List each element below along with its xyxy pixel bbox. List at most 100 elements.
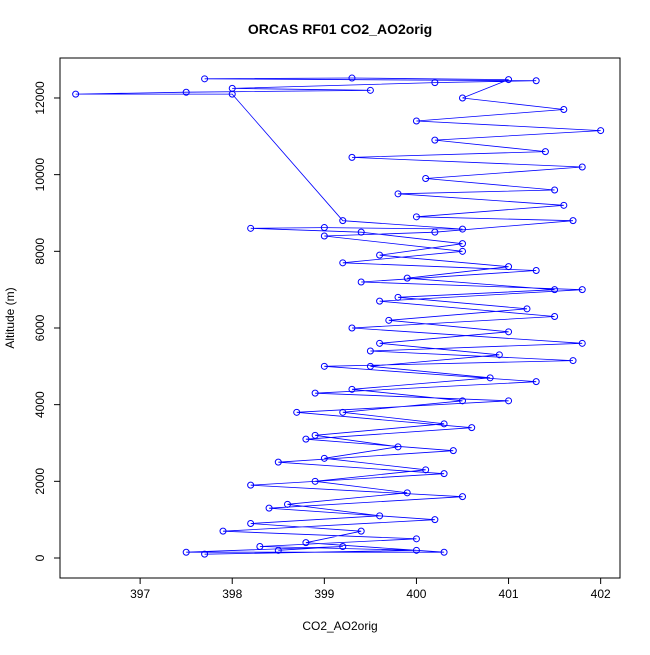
data-point [72, 90, 80, 98]
x-tick-label: 402 [591, 587, 611, 601]
data-point [302, 539, 310, 547]
data-point [532, 378, 540, 386]
y-axis-label: Altitude (m) [3, 287, 17, 348]
data-point [541, 148, 549, 156]
x-tick-label: 401 [499, 587, 519, 601]
data-line [75, 77, 601, 555]
data-point [376, 512, 384, 520]
data-point [505, 397, 513, 405]
data-point [247, 519, 255, 527]
data-point [339, 408, 347, 416]
data-point [551, 286, 559, 294]
data-point [431, 79, 439, 87]
data-point [219, 527, 227, 535]
data-point [459, 247, 466, 255]
data-point [357, 278, 365, 286]
x-tick-label: 400 [406, 587, 426, 601]
data-point [348, 385, 356, 393]
data-point [578, 163, 586, 171]
data-point [394, 293, 402, 301]
y-tick-label: 10000 [33, 158, 47, 192]
data-point [376, 339, 384, 347]
data-point [569, 357, 577, 365]
data-point [551, 186, 559, 194]
data-point [459, 397, 466, 405]
data-point [459, 225, 466, 233]
data-point [459, 94, 466, 102]
x-tick-label: 397 [130, 587, 150, 601]
data-point [449, 447, 457, 455]
data-point [339, 217, 347, 225]
data-point [274, 546, 282, 554]
data-point [431, 228, 439, 236]
data-point [385, 316, 393, 324]
data-point [348, 153, 356, 161]
data-point [366, 86, 374, 94]
x-axis-label: CO2_AO2orig [302, 619, 377, 633]
data-point [366, 347, 374, 355]
data-point [348, 74, 356, 82]
plot-frame [59, 57, 621, 579]
data-point [532, 77, 540, 85]
data-point [320, 232, 328, 240]
y-tick-label: 6000 [33, 314, 47, 341]
data-point [403, 274, 411, 282]
data-point [182, 548, 190, 556]
data-point [339, 259, 347, 267]
data-point [394, 190, 402, 198]
data-point [505, 328, 513, 336]
data-point [320, 454, 328, 462]
data-point [182, 88, 190, 96]
data-point [228, 84, 236, 92]
x-tick-label: 399 [314, 587, 334, 601]
data-point [256, 542, 264, 550]
data-point [440, 548, 448, 556]
data-point [532, 266, 540, 274]
data-point [348, 324, 356, 332]
data-point [311, 431, 319, 439]
data-point [440, 470, 448, 478]
data-point [394, 443, 402, 451]
data-point [302, 435, 310, 443]
data-point [412, 117, 420, 125]
data-point [320, 224, 328, 232]
data-point [569, 217, 577, 225]
y-tick-label: 12000 [33, 81, 47, 115]
data-point [505, 263, 513, 271]
y-tick-label: 8000 [33, 238, 47, 265]
data-point [376, 251, 384, 259]
data-point [459, 240, 466, 248]
data-point [201, 550, 209, 558]
data-point [431, 136, 439, 144]
data-point [357, 527, 365, 535]
data-point [523, 305, 531, 313]
x-tick-label: 398 [222, 587, 242, 601]
data-point [247, 481, 255, 489]
data-point [403, 489, 411, 497]
data-point [412, 535, 420, 543]
y-tick-label: 4000 [33, 391, 47, 418]
data-point [274, 458, 282, 466]
chart-title: ORCAS RF01 CO2_AO2orig [248, 21, 432, 37]
data-point [468, 424, 476, 432]
data-point [412, 546, 420, 554]
y-tick-label: 0 [33, 554, 47, 561]
data-point [495, 351, 503, 359]
y-tick-label: 2000 [33, 468, 47, 495]
data-point [560, 105, 568, 113]
data-point [293, 408, 301, 416]
data-point [560, 201, 568, 209]
data-point [339, 542, 347, 550]
data-point [459, 493, 466, 501]
data-point [265, 504, 273, 512]
data-point [412, 213, 420, 221]
data-point [247, 224, 255, 232]
data-point [357, 228, 365, 236]
data-point [366, 362, 374, 370]
data-point [422, 174, 430, 182]
data-point [578, 286, 586, 294]
data-point [505, 76, 513, 84]
data-point [311, 477, 319, 485]
